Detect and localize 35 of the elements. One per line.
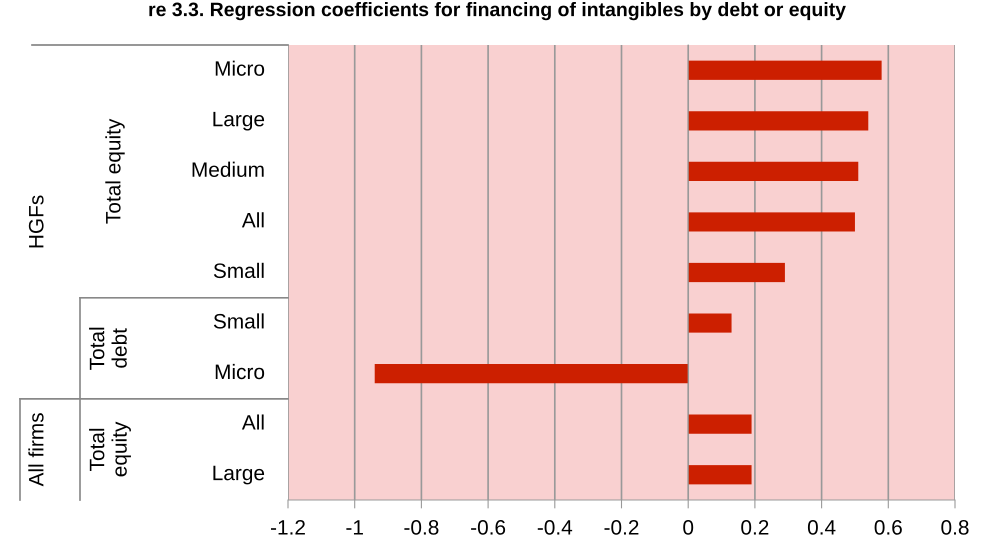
y-tick-label: All	[242, 212, 264, 228]
bar	[688, 162, 858, 181]
bar	[688, 212, 855, 232]
x-tick-label: -0.4	[538, 520, 572, 535]
text: Total equity	[89, 422, 131, 476]
bar	[688, 414, 752, 434]
text: Total debt	[89, 328, 127, 370]
text: All firms	[28, 413, 44, 486]
y-tick-label: Small	[214, 313, 264, 329]
bar	[374, 364, 688, 384]
y-tick-label: Micro	[216, 364, 264, 380]
chart-title: re 3.3. Regression coefficients for financing of intangibles by debt or equity	[149, 2, 846, 20]
x-tick-label: -0.8	[404, 520, 438, 535]
x-tick-label: 0.6	[874, 520, 902, 535]
x-tick-label: -1.2	[270, 520, 305, 535]
x-tick-label: -0.2	[604, 520, 638, 535]
x-tick-label: 0.4	[808, 520, 836, 535]
y-tick-label: All	[242, 414, 264, 430]
bar	[688, 465, 752, 484]
text: HGFs	[28, 196, 44, 248]
x-tick-label: 0.8	[941, 520, 969, 535]
y-tick-label: Small	[214, 262, 264, 278]
text: Total equity	[105, 118, 125, 224]
x-tick-label: -0.6	[471, 520, 506, 535]
bar	[688, 313, 732, 333]
bar	[688, 262, 785, 282]
y-tick-label: Large	[213, 112, 264, 131]
x-tick-label: 0.2	[741, 520, 768, 535]
x-tick-label: 0	[683, 520, 694, 535]
y-tick-label: Large	[213, 466, 264, 484]
x-tick-label: -1	[346, 520, 363, 535]
y-tick-label: Medium	[192, 162, 264, 177]
y-tick-label: Micro	[216, 60, 264, 76]
bar	[688, 60, 882, 80]
bar	[688, 111, 868, 130]
